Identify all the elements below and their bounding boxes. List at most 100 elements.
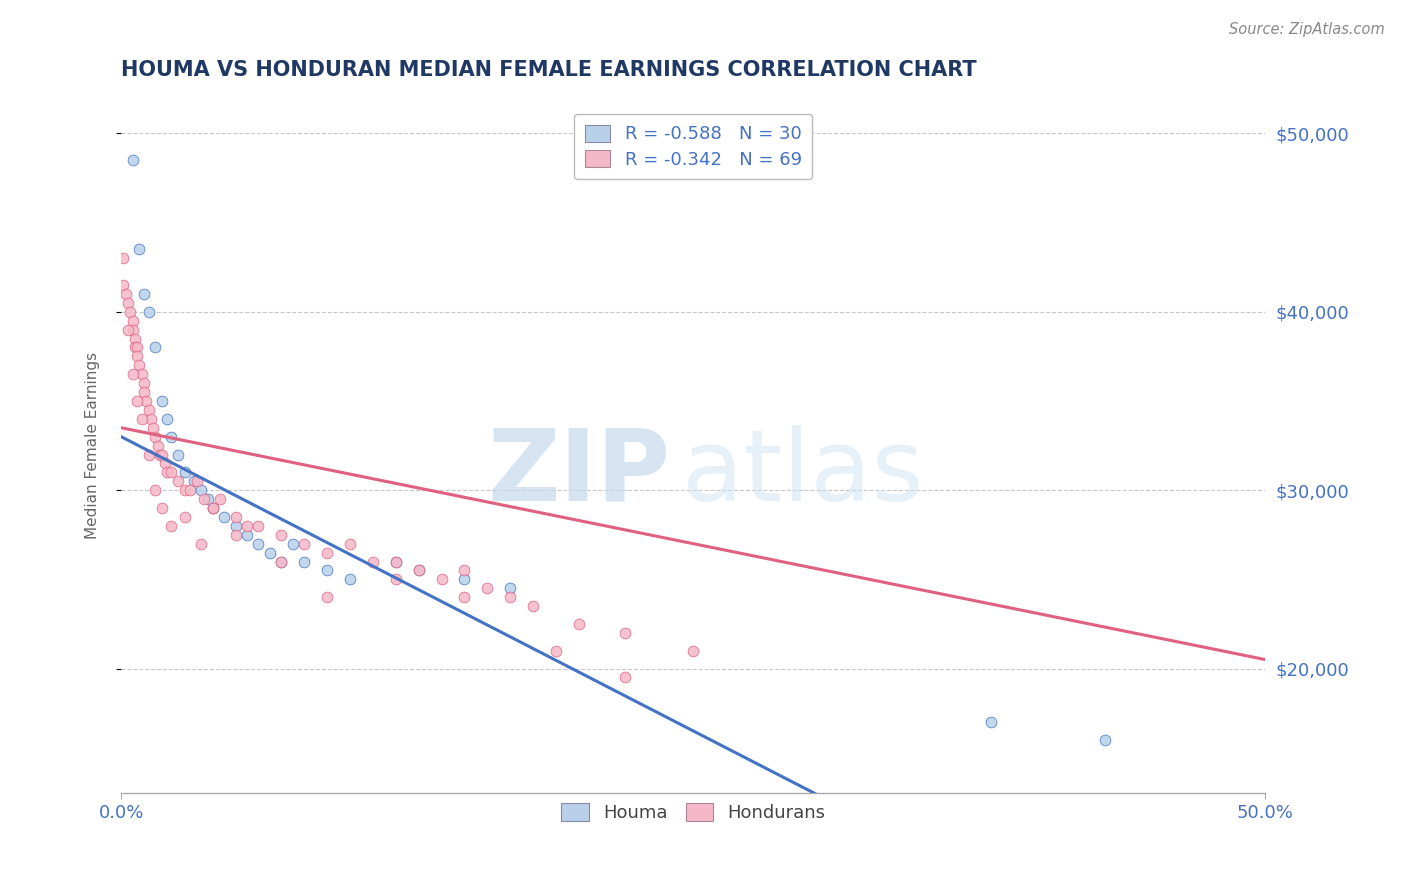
Point [150,394,173,409]
Point [316,590,339,604]
Point [270,528,292,542]
Point [236,528,259,542]
Point [247,536,270,550]
Point [316,563,339,577]
Point [167,448,190,462]
Point [384,554,406,568]
Point [201,501,224,516]
Point [127,341,149,355]
Point [138,305,160,319]
Point [124,341,146,355]
Text: ZIP: ZIP [488,425,671,522]
Point [145,430,167,444]
Point [212,510,235,524]
Point [121,153,143,168]
Point [174,510,197,524]
Point [453,563,475,577]
Point [453,572,475,586]
Point [499,590,522,604]
Point [1094,732,1116,747]
Point [127,394,149,409]
Point [613,670,636,684]
Point [145,483,167,498]
Point [156,466,179,480]
Point [112,278,135,293]
Point [190,483,212,498]
Point [138,403,160,417]
Point [613,625,636,640]
Point [146,439,169,453]
Point [117,296,139,310]
Point [131,412,153,426]
Point [270,554,292,568]
Point [453,590,475,604]
Point [179,483,201,498]
Point [201,501,224,516]
Point [197,492,219,507]
Y-axis label: Median Female Earnings: Median Female Earnings [86,352,100,539]
Point [408,563,430,577]
Point [132,385,155,400]
Point [124,332,146,346]
Point [292,536,315,550]
Point [153,457,176,471]
Point [225,510,247,524]
Point [127,350,149,364]
Point [499,581,522,595]
Point [121,323,143,337]
Point [270,554,292,568]
Point [236,519,259,533]
Point [544,643,567,657]
Point [339,536,361,550]
Text: HOUMA VS HONDURAN MEDIAN FEMALE EARNINGS CORRELATION CHART: HOUMA VS HONDURAN MEDIAN FEMALE EARNINGS… [121,60,977,79]
Point [430,572,453,586]
Point [120,305,142,319]
Point [112,252,135,266]
Point [281,536,304,550]
Point [160,519,183,533]
Point [225,519,247,533]
Point [142,421,165,435]
Text: atlas: atlas [682,425,924,522]
Point [384,554,406,568]
Point [190,536,212,550]
Point [150,501,173,516]
Point [156,412,179,426]
Point [150,448,173,462]
Point [132,287,155,301]
Point [339,572,361,586]
Point [292,554,315,568]
Point [186,475,208,489]
Point [568,616,591,631]
Point [201,501,224,516]
Point [193,492,215,507]
Point [225,528,247,542]
Point [384,572,406,586]
Point [121,368,143,382]
Point [121,314,143,328]
Point [145,341,167,355]
Point [117,323,139,337]
Point [149,448,172,462]
Point [160,430,183,444]
Point [408,563,430,577]
Point [980,714,1002,729]
Point [682,643,704,657]
Legend: Houma, Hondurans: Houma, Hondurans [551,792,837,833]
Point [361,554,384,568]
Point [167,475,190,489]
Point [522,599,544,613]
Point [183,475,205,489]
Point [174,483,197,498]
Point [138,448,160,462]
Point [477,581,499,595]
Point [128,243,150,257]
Point [128,359,150,373]
Point [114,287,136,301]
Point [132,376,155,391]
Point [208,492,231,507]
Text: Source: ZipAtlas.com: Source: ZipAtlas.com [1229,22,1385,37]
Point [174,466,197,480]
Point [247,519,270,533]
Point [160,466,183,480]
